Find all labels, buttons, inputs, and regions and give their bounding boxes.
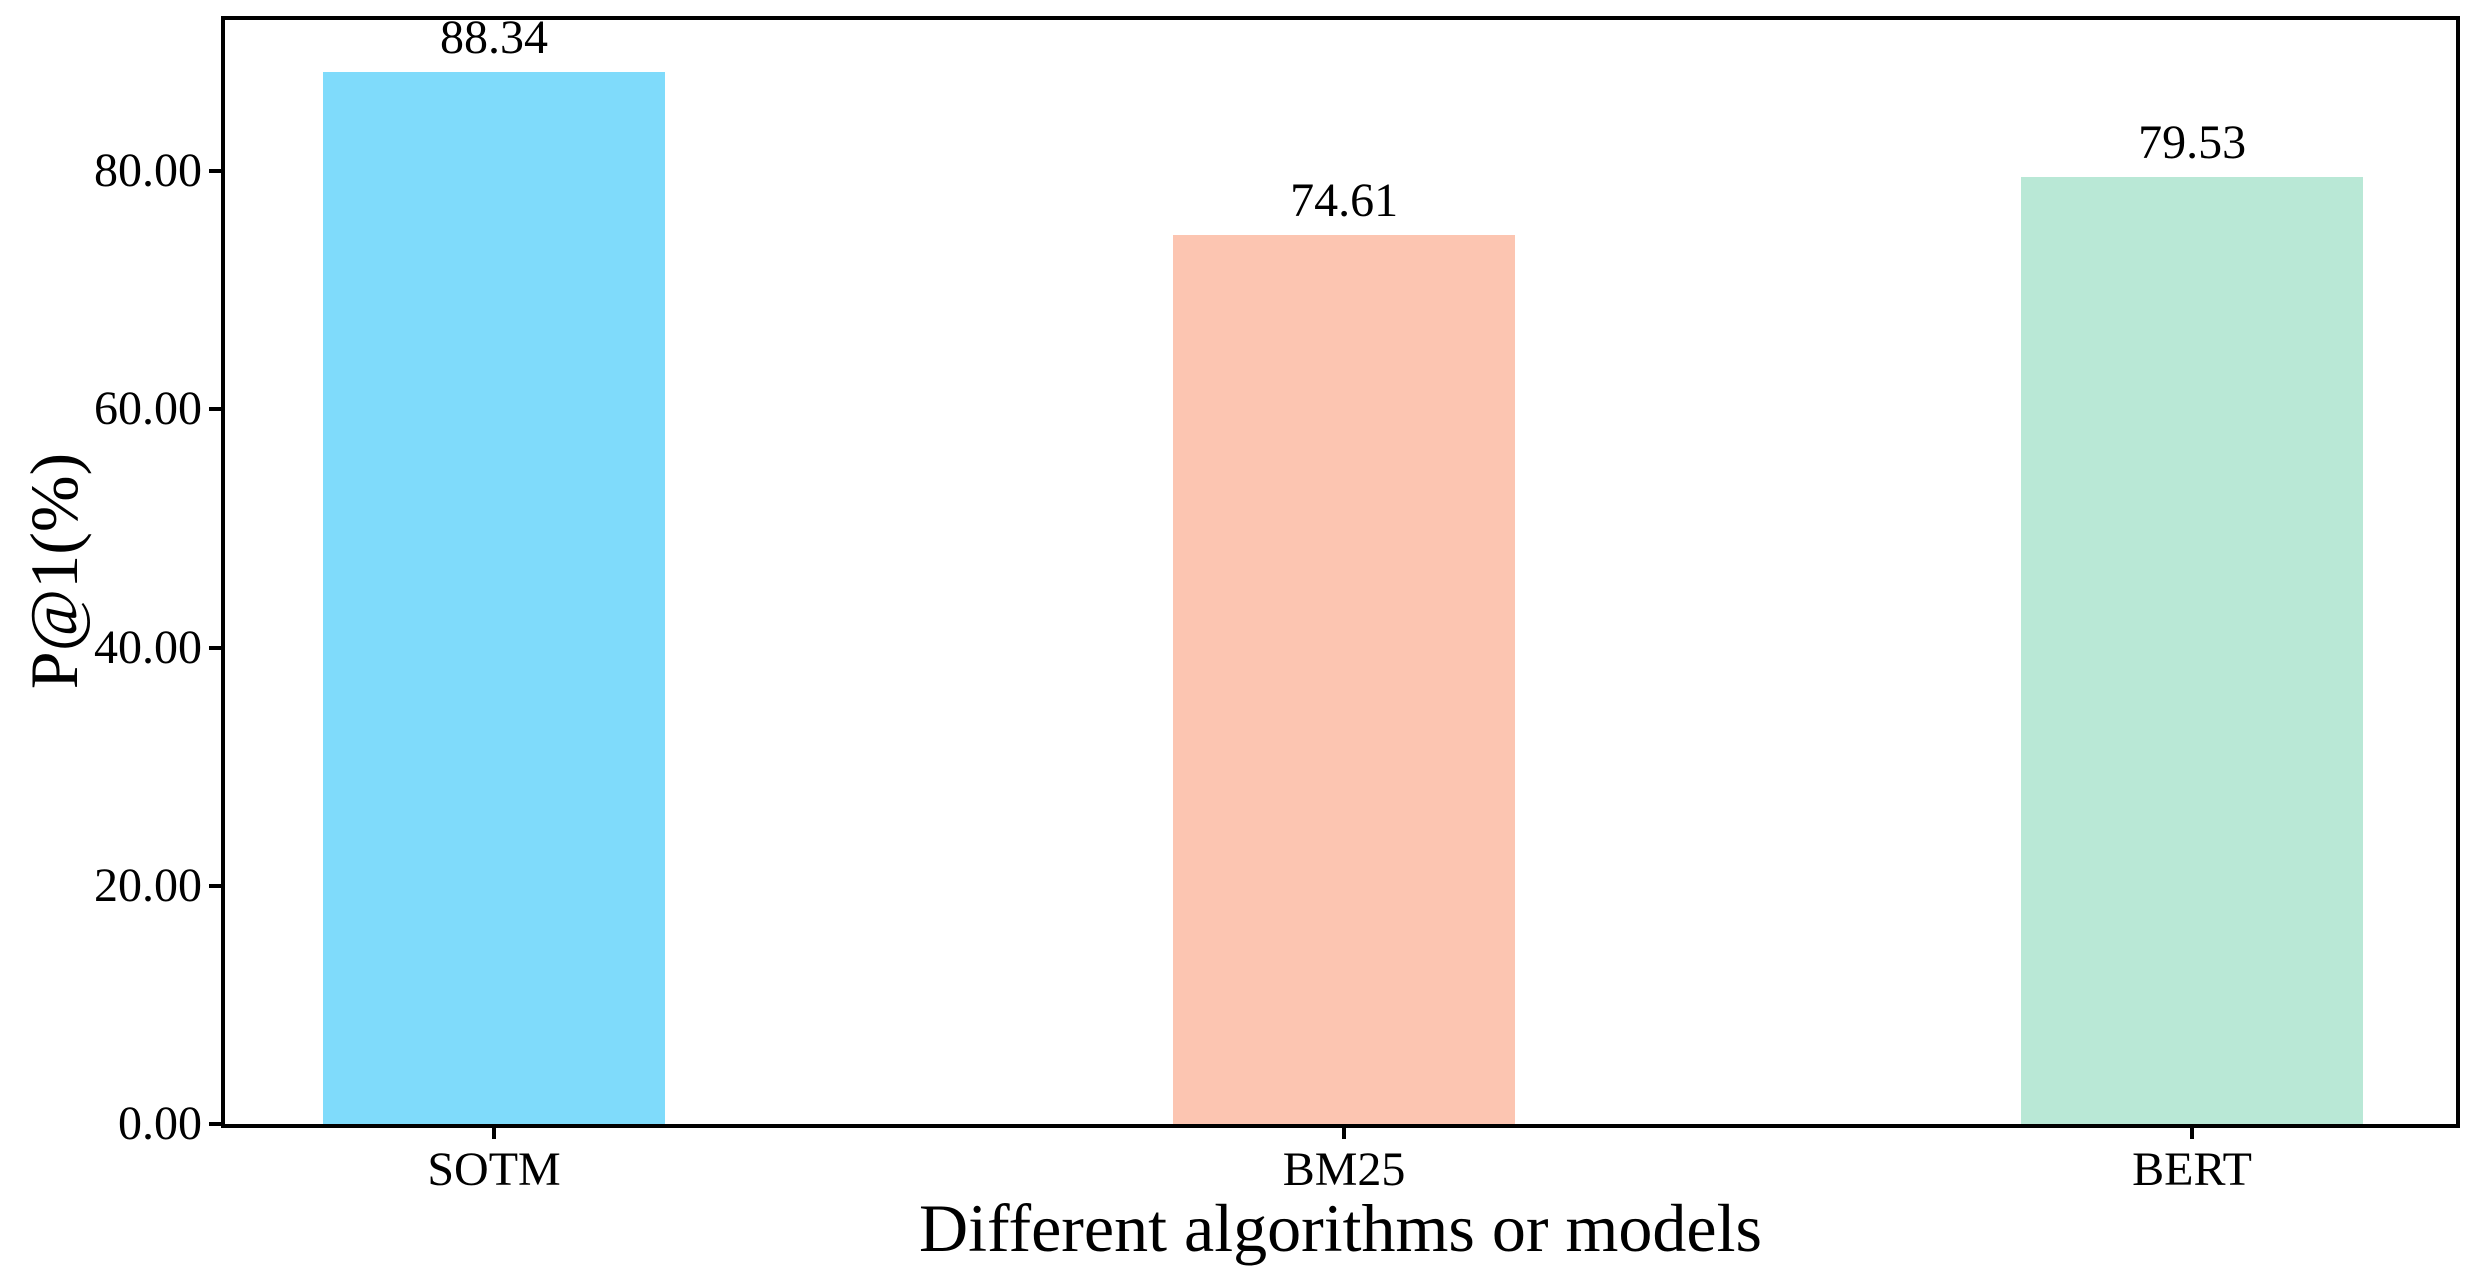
bar-value-label: 79.53 [2138,115,2247,169]
y-tick-mark [209,645,221,650]
y-tick-label: 60.00 [94,382,202,436]
y-tick-mark [209,1122,221,1126]
y-tick-mark [209,407,221,412]
x-tick-mark [1342,1128,1347,1139]
x-tick-label-bm25: BM25 [1282,1143,1406,1196]
bar-sotm [323,71,666,1124]
x-tick-mark [492,1128,497,1139]
y-tick-mark [209,169,221,174]
x-tick-mark [2190,1128,2195,1139]
bar-bm25 [1173,235,1516,1124]
y-tick-mark [209,883,221,888]
y-tick-label: 80.00 [94,144,202,198]
x-axis-title: Different algorithms or models [919,1190,1762,1266]
bar-bert [2021,176,2364,1124]
bar-value-label: 88.34 [440,10,549,64]
y-tick-label: 0.00 [118,1097,202,1150]
bar-value-label: 74.61 [1290,174,1399,228]
y-tick-label: 20.00 [94,858,202,912]
x-tick-label-bert: BERT [2132,1143,2252,1196]
y-tick-label: 40.00 [94,620,202,674]
y-axis-title: P@1(%) [16,452,92,690]
plot-area: 88.34 74.61 79.53 [221,10,2460,1128]
x-tick-label-sotm: SOTM [427,1143,561,1196]
